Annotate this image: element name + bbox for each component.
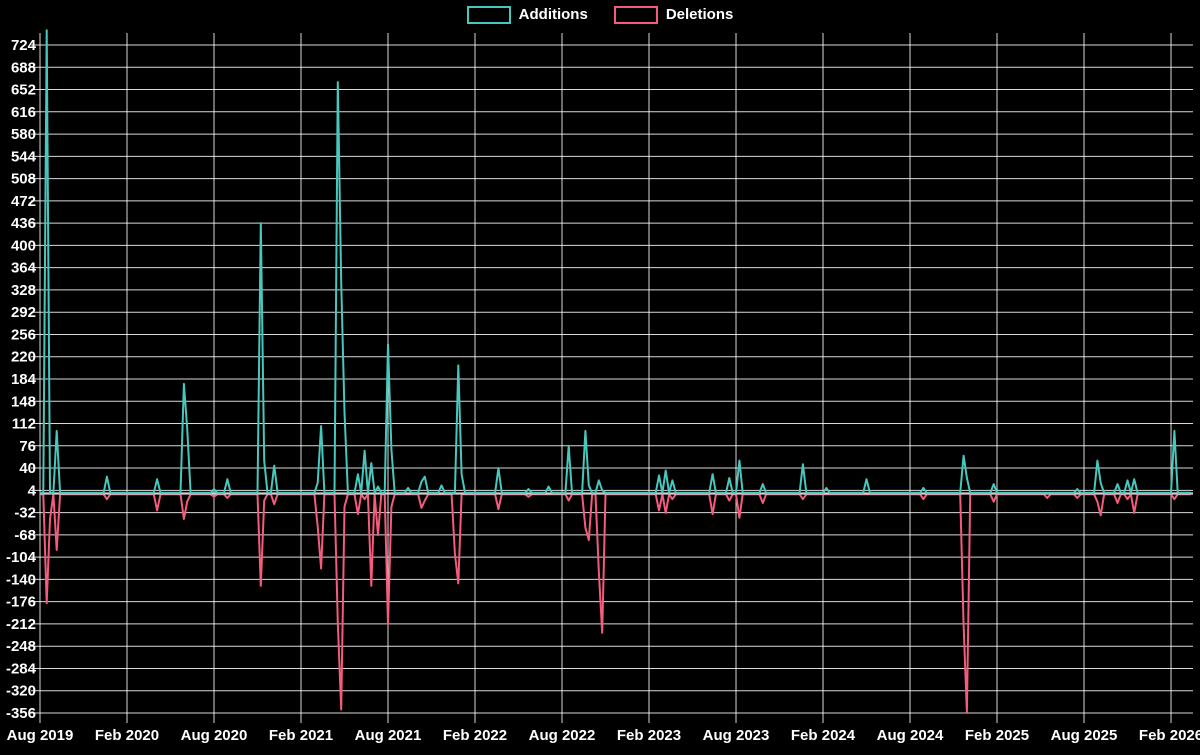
x-tick-label: Feb 2022 xyxy=(443,727,507,744)
x-tick-label: Aug 2021 xyxy=(355,727,422,744)
x-tick-label: Feb 2026 xyxy=(1139,727,1200,744)
y-tick-label: 652 xyxy=(11,82,36,99)
chart-legend: Additions Deletions xyxy=(0,6,1200,24)
y-tick-label: 724 xyxy=(11,37,37,54)
y-tick-label: -248 xyxy=(6,638,36,655)
y-tick-label: 220 xyxy=(11,349,36,366)
deletions-line xyxy=(40,493,1192,713)
deletions-legend-swatch xyxy=(613,6,658,24)
y-tick-label: 76 xyxy=(19,438,36,455)
y-tick-label: 40 xyxy=(19,460,36,477)
x-tick-label: Aug 2025 xyxy=(1051,727,1118,744)
x-tick-label: Aug 2019 xyxy=(7,727,74,744)
legend-item-deletions[interactable]: Deletions xyxy=(613,6,734,24)
y-tick-label: 112 xyxy=(12,416,36,433)
x-tick-label: Aug 2022 xyxy=(529,727,596,744)
y-tick-label: 184 xyxy=(11,371,37,388)
y-tick-label: 364 xyxy=(11,260,37,277)
x-tick-label: Feb 2020 xyxy=(95,727,159,744)
y-tick-label: 436 xyxy=(11,215,36,232)
y-tick-label: 148 xyxy=(11,393,36,410)
x-tick-label: Feb 2023 xyxy=(617,727,681,744)
additions-legend-swatch xyxy=(466,6,511,24)
x-tick-label: Aug 2020 xyxy=(181,727,248,744)
y-tick-label: 508 xyxy=(11,171,36,188)
y-tick-label: -68 xyxy=(14,527,36,544)
x-tick-label: Feb 2021 xyxy=(269,727,333,744)
y-tick-label: -140 xyxy=(6,571,36,588)
y-tick-label: -284 xyxy=(6,660,37,677)
y-tick-label: 292 xyxy=(11,304,36,321)
additions-line xyxy=(40,29,1192,494)
x-tick-label: Feb 2025 xyxy=(965,727,1029,744)
y-tick-label: 580 xyxy=(11,126,36,143)
additions-legend-label: Additions xyxy=(518,6,588,23)
y-tick-label: -320 xyxy=(6,683,36,700)
y-tick-label: 4 xyxy=(28,482,37,499)
y-tick-label: 400 xyxy=(11,237,36,254)
deletions-legend-label: Deletions xyxy=(665,6,734,23)
y-tick-label: 616 xyxy=(11,104,36,121)
y-tick-label: -32 xyxy=(14,505,36,522)
y-tick-label: 256 xyxy=(11,326,36,343)
y-tick-label: -356 xyxy=(6,705,36,722)
y-tick-label: 544 xyxy=(11,148,37,165)
y-tick-label: 472 xyxy=(11,193,36,210)
y-tick-label: -212 xyxy=(6,616,36,633)
y-tick-label: 688 xyxy=(11,59,36,76)
y-tick-label: 328 xyxy=(11,282,36,299)
y-tick-label: -176 xyxy=(6,594,36,611)
y-tick-label: -104 xyxy=(6,549,37,566)
x-tick-label: Aug 2024 xyxy=(877,727,944,744)
legend-item-additions[interactable]: Additions xyxy=(466,6,588,24)
x-tick-label: Feb 2024 xyxy=(791,727,856,744)
x-tick-label: Aug 2023 xyxy=(703,727,770,744)
